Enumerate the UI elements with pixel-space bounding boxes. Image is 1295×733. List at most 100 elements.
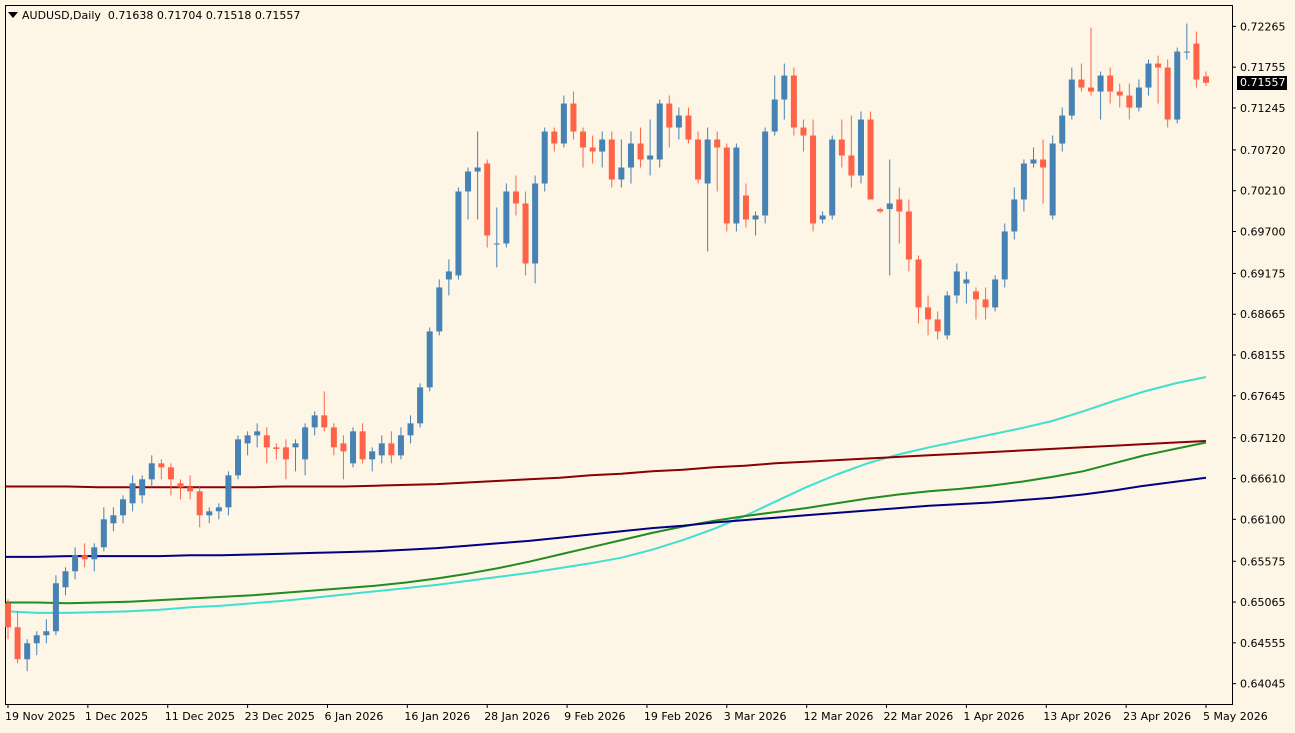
candle (1165, 60, 1171, 128)
candle-body (1155, 64, 1161, 68)
time-tick-label: 13 Apr 2026 (1043, 710, 1111, 723)
candle-body (264, 435, 270, 447)
candle-body (254, 431, 260, 435)
candle-body (1021, 164, 1027, 200)
candle-body (206, 511, 212, 515)
candle-body (331, 427, 337, 447)
candle-body (340, 443, 346, 451)
price-tick-label: 0.66100 (1240, 513, 1286, 526)
price-tick-label: 0.72265 (1240, 20, 1286, 33)
candle-body (1088, 88, 1094, 92)
candle-body (542, 132, 548, 184)
candle-body (705, 140, 711, 184)
candle-body (839, 140, 845, 156)
current-price-tag: 0.71557 (1237, 76, 1287, 90)
dropdown-triangle-icon[interactable] (8, 12, 18, 18)
price-tick-label: 0.65065 (1240, 596, 1286, 609)
candle-body (1117, 92, 1123, 96)
candle (733, 144, 739, 232)
price-tick-label: 0.68665 (1240, 308, 1286, 321)
price-tick-label: 0.69700 (1240, 225, 1286, 238)
candle-body (906, 211, 912, 259)
candle-body (800, 128, 806, 136)
candle-body (15, 627, 21, 659)
candle-body (753, 215, 759, 219)
candle-body (848, 156, 854, 176)
time-tick-label: 23 Dec 2025 (245, 710, 315, 723)
time-tick-label: 3 Mar 2026 (724, 710, 787, 723)
candle-body (791, 76, 797, 128)
candle-body (216, 507, 222, 511)
candle-body (245, 435, 251, 443)
time-tick-label: 23 Apr 2026 (1123, 710, 1191, 723)
candle-body (590, 148, 596, 152)
candle-body (762, 132, 768, 216)
candle-body (1174, 52, 1180, 120)
candle-body (53, 583, 59, 631)
candle-body (532, 183, 538, 263)
candle-body (369, 451, 375, 459)
candle-body (714, 140, 720, 148)
time-tick-label: 11 Dec 2025 (165, 710, 235, 723)
time-tick-label: 5 May 2026 (1203, 710, 1268, 723)
candle-body (321, 415, 327, 427)
candle-body (427, 331, 433, 387)
candle-body (657, 104, 663, 160)
candle-body (944, 295, 950, 335)
candle-body (197, 491, 203, 515)
candle (657, 100, 663, 168)
candle-body (503, 191, 509, 243)
time-tick-label: 12 Mar 2026 (804, 710, 874, 723)
candle-body (925, 307, 931, 319)
candle-body (513, 191, 519, 203)
candle-body (638, 144, 644, 160)
candle (810, 120, 816, 232)
candle-body (609, 140, 615, 180)
candle-body (149, 463, 155, 479)
candle-body (935, 319, 941, 331)
time-tick-label: 6 Jan 2026 (324, 710, 383, 723)
candle-body (379, 443, 385, 455)
price-tick-label: 0.67645 (1240, 390, 1286, 403)
candle-body (1069, 80, 1075, 116)
price-tick-label: 0.64045 (1240, 678, 1286, 691)
candle (868, 112, 874, 200)
candle-body (877, 209, 883, 211)
candle-body (350, 431, 356, 463)
candle (724, 144, 730, 232)
candle-body (743, 195, 749, 219)
candle-body (273, 447, 279, 449)
candle-body (1107, 76, 1113, 92)
candle-body (465, 172, 471, 192)
candle-body (963, 279, 969, 283)
candle-body (858, 120, 864, 176)
price-tick-label: 0.71245 (1240, 102, 1286, 115)
candle-body (628, 144, 634, 168)
candle-body (235, 439, 241, 475)
candle (503, 183, 509, 247)
candle-body (829, 140, 835, 216)
candle-body (101, 519, 107, 547)
candle-body (676, 116, 682, 128)
price-tick-label: 0.71755 (1240, 61, 1286, 74)
candle-body (446, 271, 452, 279)
candle-body (72, 555, 78, 571)
candle (1002, 223, 1008, 287)
candle-body (158, 463, 164, 467)
candle-body (91, 547, 97, 559)
candle (542, 128, 548, 192)
chart-header: AUDUSD,Daily 0.71638 0.71704 0.71518 0.7… (8, 9, 300, 22)
candle-body (561, 104, 567, 144)
candle-body (187, 487, 193, 491)
symbol-label: AUDUSD,Daily (22, 9, 101, 22)
candle-body (283, 447, 289, 459)
candle-body (5, 603, 11, 627)
candle-body (896, 199, 902, 211)
time-tick-label: 28 Jan 2026 (484, 710, 550, 723)
candle-body (494, 243, 500, 244)
candle-body (436, 287, 442, 331)
candle-body (475, 168, 481, 172)
candle-body (992, 279, 998, 307)
